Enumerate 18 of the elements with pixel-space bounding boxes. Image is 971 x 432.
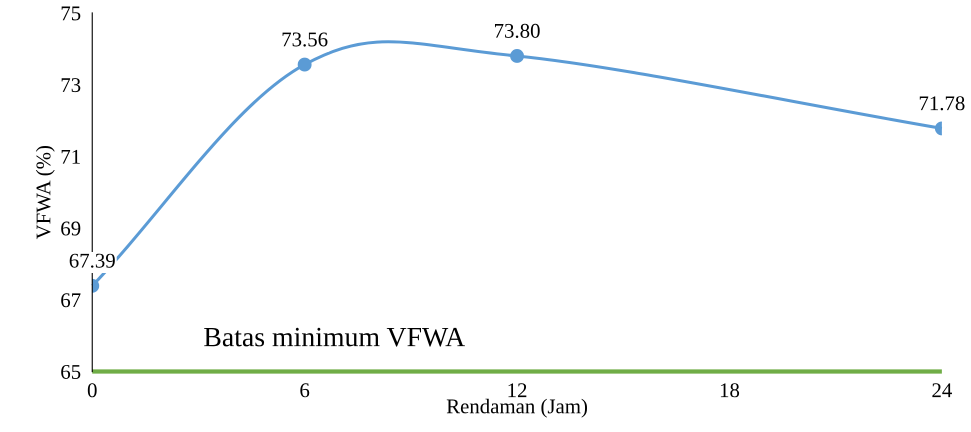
data-label: 73.80 [494,24,540,38]
y-tick-label: 65 [61,364,80,379]
y-axis-title: VFWA (%) [36,146,55,240]
series-label: Batas minimum VFWA [204,328,465,347]
y-tick-label: 73 [62,78,80,92]
data-label: 67.39 [70,254,115,268]
x-tick-label: 6 [300,383,310,398]
x-tick-label: 18 [720,383,740,398]
y-tick-label: 75 [62,6,80,20]
data-label: 71.78 [920,96,965,110]
x-tick-label: 0 [88,383,97,398]
y-tick-label: 71 [62,150,80,164]
x-tick-label: 24 [932,383,952,398]
y-tick-label: 69 [61,222,80,236]
y-tick-label: 67 [61,293,81,308]
x-axis-title: Rendaman (Jam) [446,398,588,418]
x-tick-label: 12 [508,383,526,398]
data-label: 73.56 [282,32,328,47]
